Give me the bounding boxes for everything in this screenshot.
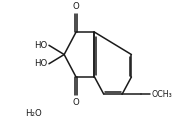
Text: O: O bbox=[73, 2, 79, 11]
Text: HO: HO bbox=[34, 41, 47, 50]
Text: O: O bbox=[73, 98, 79, 107]
Text: HO: HO bbox=[34, 59, 47, 68]
Text: OCH₃: OCH₃ bbox=[151, 90, 172, 99]
Text: H₂O: H₂O bbox=[25, 109, 42, 118]
